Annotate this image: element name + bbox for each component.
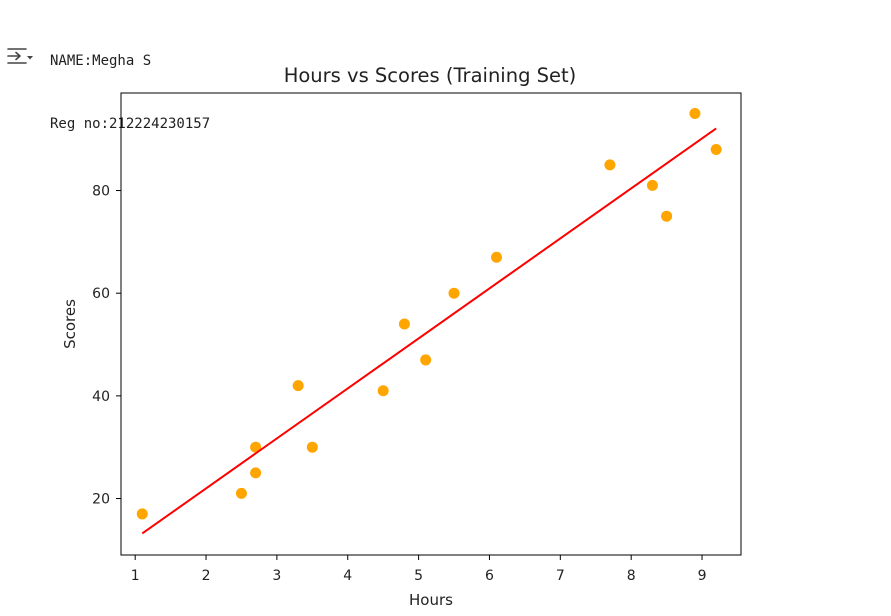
- scatter-point: [689, 108, 700, 119]
- y-tick-label: 80: [92, 184, 110, 200]
- x-tick-label: 3: [272, 568, 281, 584]
- scatter-point: [399, 319, 410, 330]
- x-tick-label: 9: [698, 568, 707, 584]
- x-axis: 1 2 3 4 5 6 7 8 9: [131, 555, 707, 584]
- y-tick-label: 20: [92, 492, 110, 508]
- scatter-point: [647, 180, 658, 191]
- scatter-point: [236, 488, 247, 499]
- scatter-points: [137, 108, 722, 519]
- scatter-point: [711, 144, 722, 155]
- y-tick-label: 40: [92, 389, 110, 405]
- plot-area: [121, 93, 741, 555]
- scatter-point: [378, 385, 389, 396]
- scatter-point: [491, 252, 502, 263]
- scatter-point: [137, 508, 148, 519]
- scatter-point: [250, 467, 261, 478]
- scatter-point: [307, 442, 318, 453]
- scatter-point: [293, 380, 304, 391]
- x-tick-label: 5: [414, 568, 423, 584]
- x-axis-label: Hours: [409, 591, 453, 609]
- x-tick-label: 1: [131, 568, 140, 584]
- regression-line: [142, 128, 716, 533]
- scatter-point: [661, 211, 672, 222]
- x-tick-label: 2: [202, 568, 211, 584]
- scatter-point: [604, 159, 615, 170]
- chart-title: Hours vs Scores (Training Set): [284, 64, 577, 87]
- scatter-point: [449, 288, 460, 299]
- y-tick-label: 60: [92, 286, 110, 302]
- x-tick-label: 6: [485, 568, 494, 584]
- x-tick-label: 8: [627, 568, 636, 584]
- y-axis: 20 40 60 80: [92, 184, 121, 508]
- regression-line-layer: [142, 128, 716, 533]
- y-axis-label: Scores: [61, 299, 79, 349]
- x-tick-label: 4: [343, 568, 352, 584]
- scatter-point: [420, 354, 431, 365]
- x-tick-label: 7: [556, 568, 565, 584]
